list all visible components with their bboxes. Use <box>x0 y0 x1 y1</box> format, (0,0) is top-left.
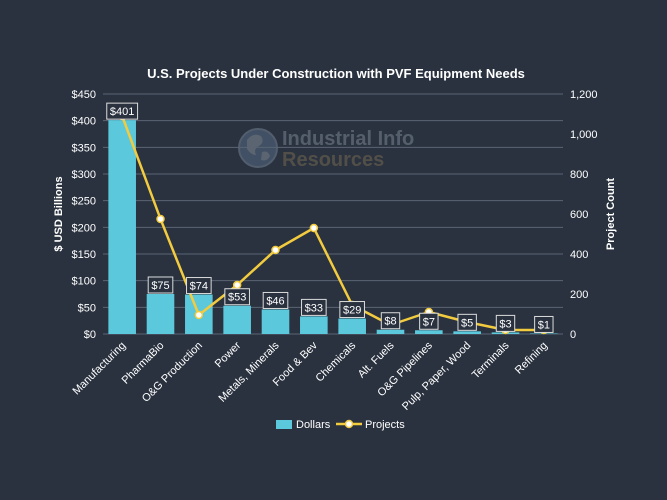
data-label: $8 <box>380 312 401 330</box>
bar-series <box>108 120 558 334</box>
data-label: $1 <box>534 315 554 333</box>
data-label-text: $46 <box>266 295 284 307</box>
data-label: $74 <box>186 277 212 295</box>
data-label-text: $401 <box>110 106 134 118</box>
right-tick-label: 1,200 <box>570 89 598 101</box>
legend-projects-marker <box>344 419 354 429</box>
line-point <box>156 214 165 224</box>
left-tick-label: $300 <box>72 169 96 181</box>
line-point <box>271 245 280 255</box>
data-label-box <box>224 288 250 306</box>
data-label-box <box>495 314 516 332</box>
data-label: $3 <box>495 314 516 332</box>
left-axis: $0 $50 $100 $150 $200 $250 $300 $350 $400 $450 <box>72 89 96 341</box>
data-label-text: $3 <box>499 318 511 330</box>
data-label: $401 <box>106 102 139 120</box>
watermark-globe-shape <box>247 134 270 161</box>
data-label-text: $75 <box>151 280 169 292</box>
data-label-text: $7 <box>423 316 435 328</box>
right-tick-label: 400 <box>570 249 588 261</box>
gridlines <box>103 93 563 335</box>
data-label-box <box>186 277 212 295</box>
data-label-box <box>339 301 365 319</box>
data-label: $29 <box>339 301 365 319</box>
chart-title: U.S. Projects Under Construction with PV… <box>147 66 525 81</box>
data-label: $5 <box>457 313 477 331</box>
data-label-box <box>457 313 477 331</box>
data-label-text: $29 <box>343 305 361 317</box>
right-tick-label: 200 <box>570 289 588 301</box>
data-label-text: $53 <box>228 292 246 304</box>
data-label: $75 <box>147 276 174 294</box>
right-tick-label: 800 <box>570 169 588 181</box>
data-label-box <box>534 315 554 333</box>
data-label-text: $5 <box>461 317 473 329</box>
legend-dollars-label: Dollars <box>296 419 331 431</box>
line-point <box>309 223 319 233</box>
bar <box>338 318 366 334</box>
data-label-text: $33 <box>305 302 323 314</box>
left-tick-label: $150 <box>72 249 96 261</box>
data-label-box <box>106 102 139 120</box>
bar <box>300 316 328 334</box>
bar <box>223 305 251 334</box>
data-label-text: $1 <box>538 319 550 331</box>
bar <box>146 294 175 334</box>
right-axis-title: Project Count <box>605 178 617 250</box>
bar <box>453 331 481 334</box>
left-tick-label: $400 <box>72 116 96 128</box>
left-tick-label: $450 <box>72 89 96 101</box>
line-point <box>194 310 204 320</box>
legend-projects-label: Projects <box>365 419 405 431</box>
watermark-line2: Resources <box>282 149 384 171</box>
watermark-globe-icon <box>238 128 278 168</box>
data-labels: $401 $75 $74 $53 $46 $33 $29 $8 $7 $5 $3 $1 <box>106 102 554 333</box>
data-label-box <box>147 276 174 294</box>
legend-dollars-swatch <box>276 420 292 429</box>
data-label-box <box>262 291 289 309</box>
bar <box>376 329 405 334</box>
left-tick-label: $200 <box>72 222 96 234</box>
left-tick-label: $50 <box>78 302 96 314</box>
right-tick-label: 1,000 <box>570 129 598 141</box>
data-label-box <box>301 298 327 316</box>
data-label-box <box>380 312 401 330</box>
left-tick-label: $350 <box>72 142 96 154</box>
data-label-box <box>419 312 439 330</box>
watermark-line1: Industrial Info <box>282 128 414 150</box>
line-point <box>232 280 242 290</box>
legend: Dollars Projects <box>276 419 405 431</box>
bar <box>415 330 443 334</box>
data-label-text: $8 <box>384 316 396 328</box>
data-label: $33 <box>301 298 327 316</box>
data-label: $46 <box>262 291 289 309</box>
left-tick-label: $100 <box>72 276 96 288</box>
right-tick-label: 0 <box>570 329 576 341</box>
data-label: $7 <box>419 312 439 330</box>
bar <box>261 309 290 334</box>
data-label: $53 <box>224 288 250 306</box>
data-label-text: $74 <box>190 281 208 293</box>
bar <box>108 120 136 334</box>
watermark: Industrial Info Resources <box>238 128 414 171</box>
right-tick-label: 600 <box>570 209 588 221</box>
left-tick-label: $250 <box>72 196 96 208</box>
left-tick-label: $0 <box>84 329 96 341</box>
right-axis: 0 200 400 600 800 1,000 1,200 <box>570 89 598 341</box>
left-axis-title: $ USD Billions <box>53 176 65 251</box>
